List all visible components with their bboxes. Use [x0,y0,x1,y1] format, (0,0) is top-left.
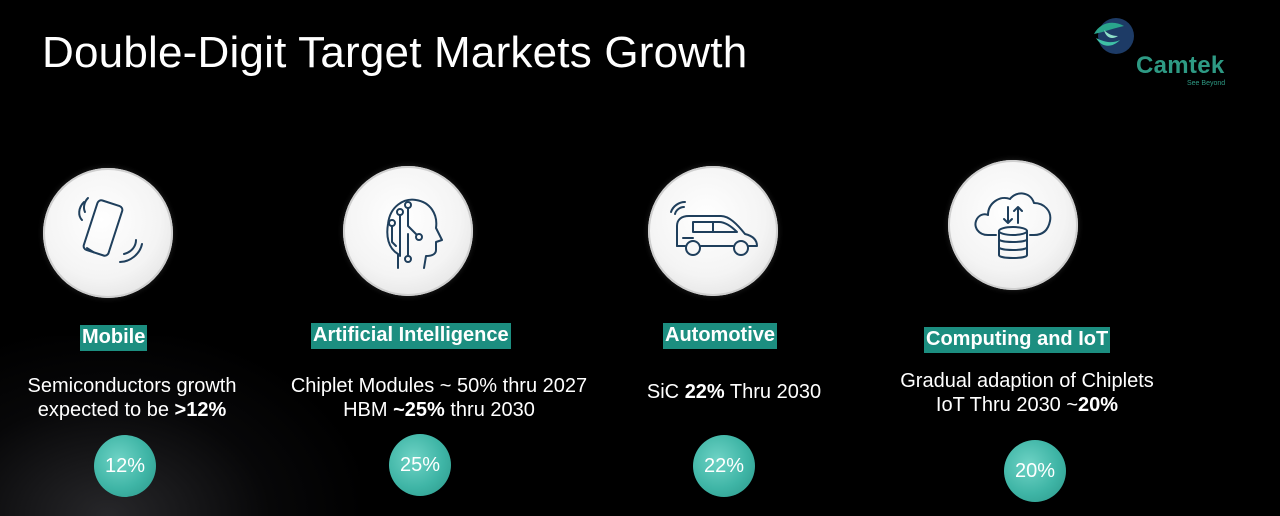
camtek-logo: Camtek See Beyond [1088,16,1248,92]
ai-head-icon [386,198,443,269]
desc-ai-line2: HBM ~25% thru 2030 [279,398,599,422]
desc-mobile-line2: expected to be >12% [0,398,292,422]
desc-automotive-line1: SiC 22% Thru 2030 [574,380,894,404]
growth-bubble-computing-iot: 20% [1004,440,1066,502]
desc-automotive-line1-pre: SiC [646,381,685,403]
smartphone-icon [78,197,143,263]
desc-computing-line2: IoT Thru 2030 ~20% [867,393,1187,417]
label-mobile: Mobile [80,325,148,351]
desc-mobile-line1: Semiconductors growth [27,375,237,397]
desc-computing-line1: Gradual adaption of Chiplets [900,370,1154,392]
ai-icon-circle [343,166,473,296]
mobile-icon-circle [43,168,173,298]
logo-tagline: See Beyond [1187,80,1226,87]
desc-ai-line2-bold: ~25% [393,399,445,421]
logo-name: Camtek [1136,52,1225,79]
label-ai: Artificial Intelligence [311,323,511,349]
desc-automotive-line1-bold: 22% [684,381,725,403]
desc-ai-line2-post: thru 2030 [444,399,535,421]
car-icon [670,201,758,256]
growth-bubble-automotive: 22% [693,435,755,497]
desc-ai-line2-pre: HBM [343,399,394,421]
growth-bubble-ai: 25% [389,434,451,496]
desc-computing-iot: Gradual adaption of Chiplets IoT Thru 20… [867,369,1187,417]
growth-bubble-mobile: 12% [94,435,156,497]
desc-mobile-line2-text: expected to be [37,399,175,421]
label-computing-iot: Computing and IoT [924,327,1111,353]
desc-automotive-line1-post: Thru 2030 [724,381,822,403]
desc-ai-line1: Chiplet Modules ~ 50% thru 2027 [290,375,588,397]
desc-automotive: SiC 22% Thru 2030 [574,380,894,404]
page-title: Double-Digit Target Markets Growth [42,28,748,77]
desc-mobile-line2-bold: >12% [174,399,227,421]
camtek-logo-mark [1094,18,1134,54]
desc-mobile: Semiconductors growth expected to be >12… [0,374,292,422]
desc-computing-line2-pre: IoT Thru 2030 ~ [935,394,1079,416]
cloud-database-icon [974,192,1052,259]
desc-computing-line2-bold: 20% [1078,394,1119,416]
automotive-icon-circle [648,166,778,296]
label-automotive: Automotive [663,323,777,349]
background-glow [0,336,360,516]
computing-icon-circle [948,160,1078,290]
desc-ai: Chiplet Modules ~ 50% thru 2027 HBM ~25%… [279,374,599,422]
